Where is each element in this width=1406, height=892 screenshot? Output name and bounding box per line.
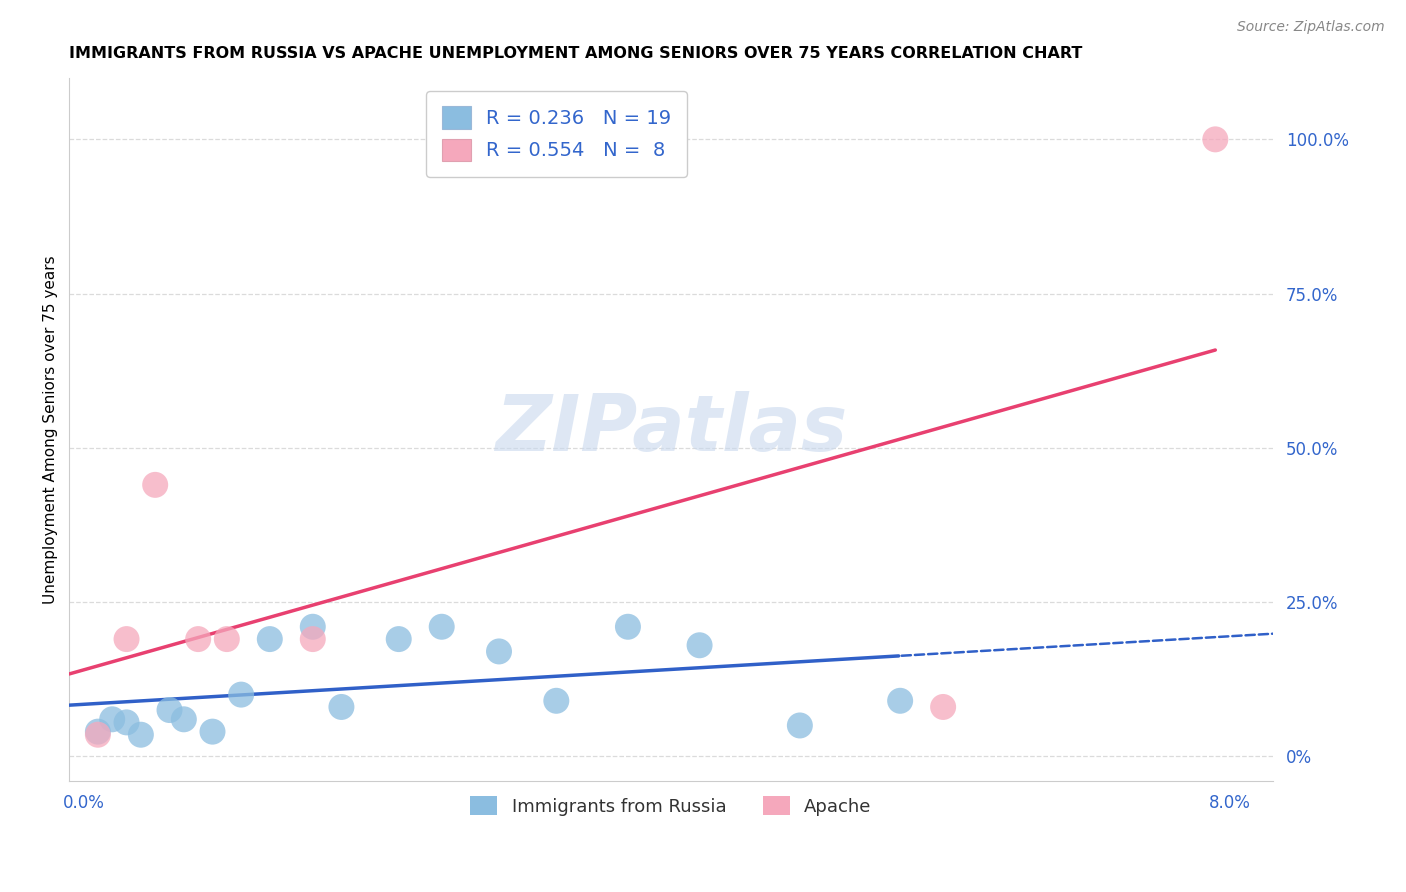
Point bbox=[187, 632, 209, 646]
Point bbox=[101, 712, 124, 726]
Point bbox=[129, 728, 152, 742]
Point bbox=[488, 644, 510, 658]
Point bbox=[215, 632, 238, 646]
Point bbox=[259, 632, 281, 646]
Point bbox=[689, 638, 711, 652]
Point bbox=[87, 728, 110, 742]
Point bbox=[115, 632, 138, 646]
Point bbox=[159, 703, 181, 717]
Point bbox=[932, 700, 955, 714]
Point bbox=[388, 632, 411, 646]
Point bbox=[231, 688, 253, 702]
Text: IMMIGRANTS FROM RUSSIA VS APACHE UNEMPLOYMENT AMONG SENIORS OVER 75 YEARS CORREL: IMMIGRANTS FROM RUSSIA VS APACHE UNEMPLO… bbox=[69, 46, 1083, 62]
Point bbox=[201, 724, 224, 739]
Legend: Immigrants from Russia, Apache: Immigrants from Russia, Apache bbox=[461, 787, 880, 825]
Point bbox=[617, 620, 640, 634]
Text: Source: ZipAtlas.com: Source: ZipAtlas.com bbox=[1237, 20, 1385, 34]
Point bbox=[789, 718, 811, 732]
Point bbox=[1204, 132, 1226, 146]
Point bbox=[173, 712, 195, 726]
Point bbox=[115, 715, 138, 730]
Text: ZIPatlas: ZIPatlas bbox=[495, 392, 846, 467]
Point bbox=[301, 620, 323, 634]
Point bbox=[546, 694, 568, 708]
Point bbox=[143, 478, 166, 492]
Point bbox=[430, 620, 453, 634]
Point bbox=[330, 700, 353, 714]
Point bbox=[889, 694, 911, 708]
Y-axis label: Unemployment Among Seniors over 75 years: Unemployment Among Seniors over 75 years bbox=[44, 255, 58, 604]
Point bbox=[87, 724, 110, 739]
Point bbox=[301, 632, 323, 646]
